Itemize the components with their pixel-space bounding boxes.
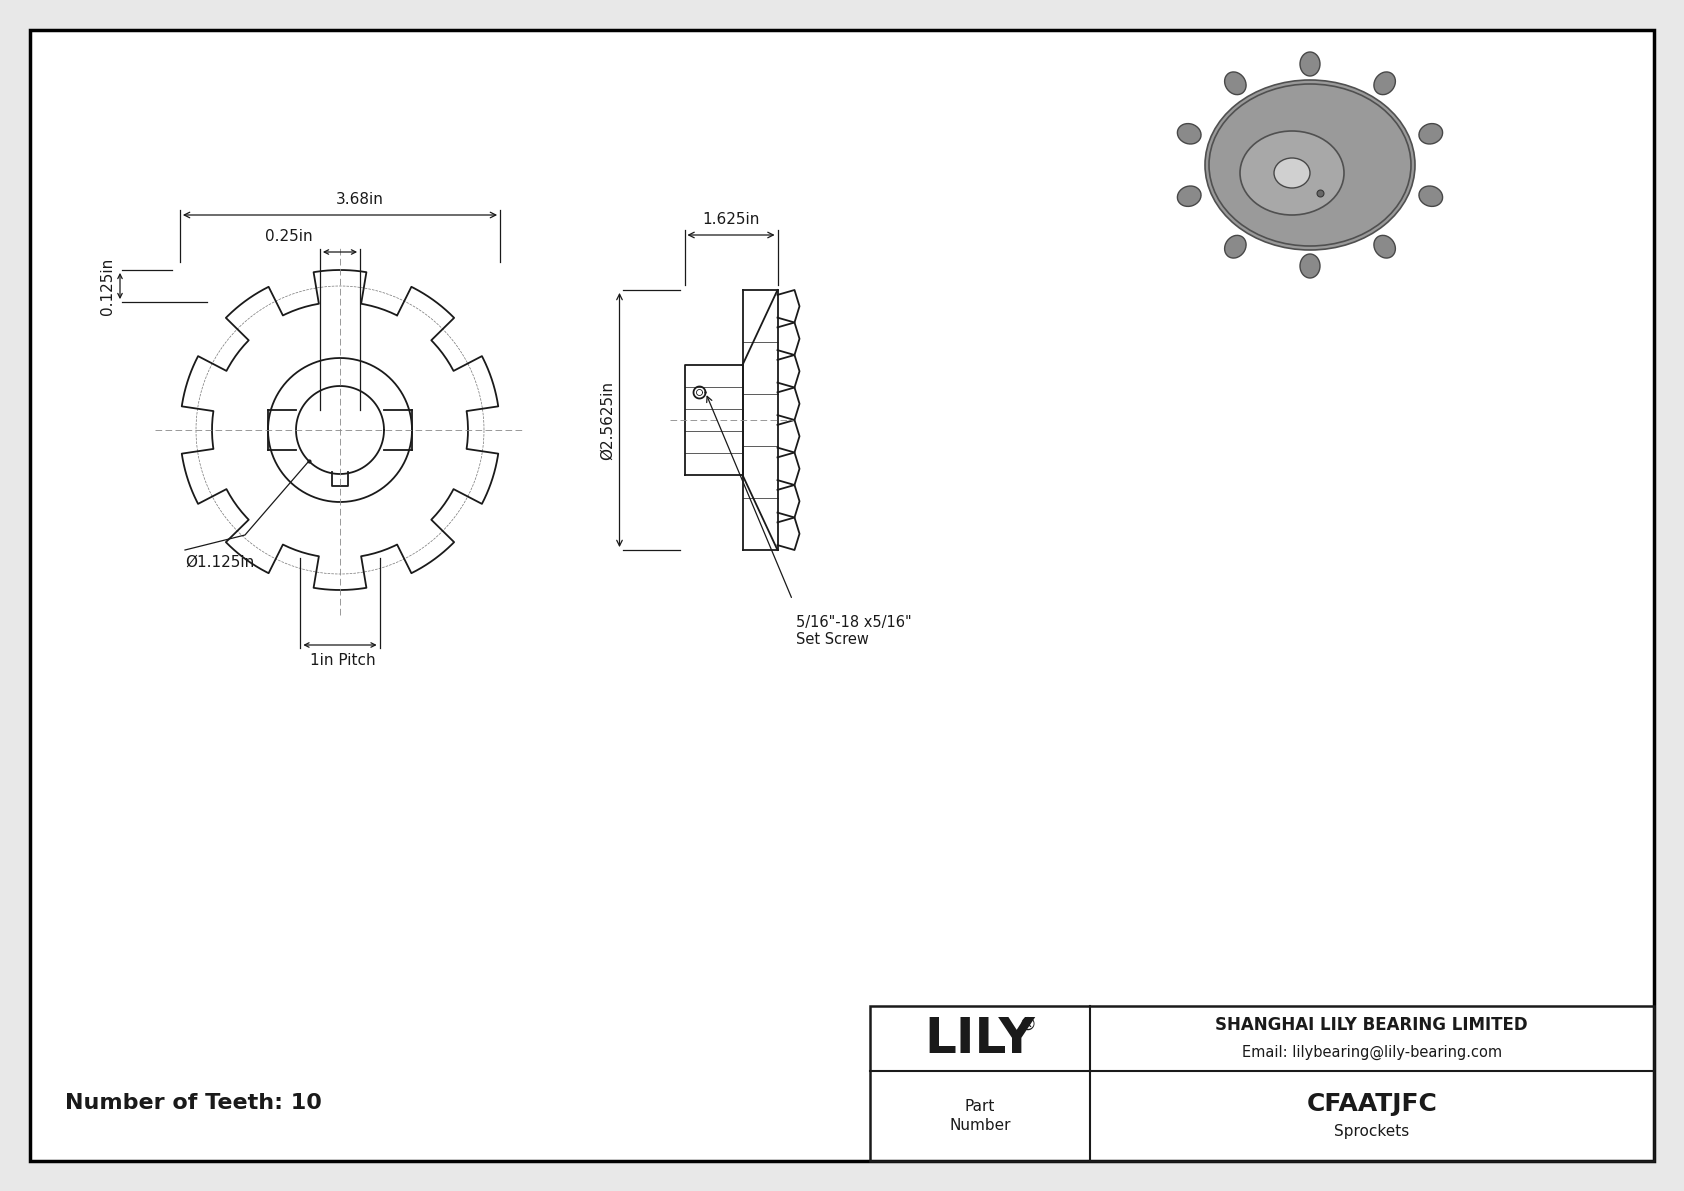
Ellipse shape	[1420, 186, 1443, 206]
Text: 1.625in: 1.625in	[702, 212, 759, 227]
Ellipse shape	[1177, 124, 1201, 144]
Text: Email: lilybearing@lily-bearing.com: Email: lilybearing@lily-bearing.com	[1241, 1045, 1502, 1060]
Ellipse shape	[1300, 52, 1320, 76]
Ellipse shape	[1275, 158, 1310, 188]
Ellipse shape	[1177, 186, 1201, 206]
Ellipse shape	[1224, 71, 1246, 94]
Text: 1in Pitch: 1in Pitch	[310, 653, 376, 668]
Text: Ø2.5625in: Ø2.5625in	[600, 380, 615, 460]
Text: Ø1.125in: Ø1.125in	[185, 555, 254, 570]
Ellipse shape	[1420, 124, 1443, 144]
Text: SHANGHAI LILY BEARING LIMITED: SHANGHAI LILY BEARING LIMITED	[1216, 1016, 1527, 1034]
Text: CFAATJFC: CFAATJFC	[1307, 1092, 1436, 1116]
Ellipse shape	[1300, 254, 1320, 278]
Text: 5/16"-18 x5/16"
Set Screw: 5/16"-18 x5/16" Set Screw	[795, 615, 911, 648]
Bar	[871, 1006, 1654, 1161]
Text: 0.125in: 0.125in	[99, 257, 115, 314]
Ellipse shape	[1206, 80, 1415, 250]
Text: 3.68in: 3.68in	[337, 192, 384, 207]
Text: Sprockets: Sprockets	[1334, 1123, 1410, 1139]
Ellipse shape	[1224, 236, 1246, 258]
Ellipse shape	[1209, 85, 1411, 247]
Text: ®: ®	[1019, 1016, 1037, 1034]
Ellipse shape	[1239, 131, 1344, 216]
Text: LILY: LILY	[925, 1015, 1036, 1062]
Ellipse shape	[1374, 236, 1396, 258]
Text: 0.25in: 0.25in	[264, 229, 313, 244]
Ellipse shape	[1374, 71, 1396, 94]
Text: Number of Teeth: 10: Number of Teeth: 10	[66, 1093, 322, 1114]
Text: Part
Number: Part Number	[950, 1098, 1010, 1134]
